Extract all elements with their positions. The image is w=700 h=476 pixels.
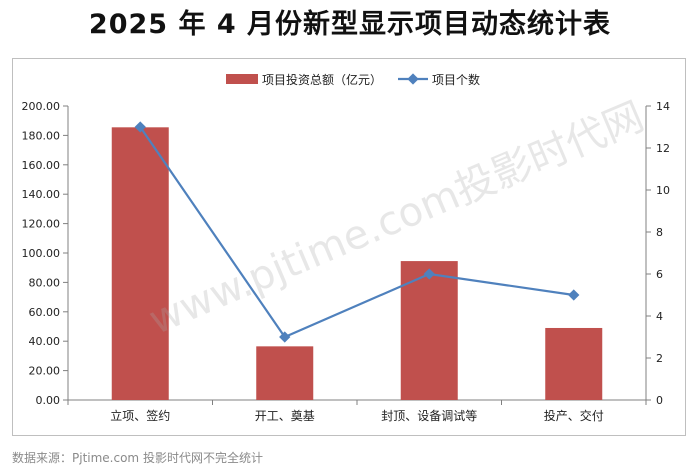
source-note: 数据来源：Pjtime.com 投影时代网不完全统计 [12, 451, 263, 465]
y-right-tick-label: 4 [656, 310, 663, 323]
y-left-tick-label: 40.00 [29, 335, 61, 348]
legend-line-label: 项目个数 [432, 72, 480, 87]
y-left-tick-label: 160.00 [22, 159, 61, 172]
y-right-tick-label: 10 [656, 184, 670, 197]
y-left-tick-label: 180.00 [22, 129, 61, 142]
bar [545, 327, 603, 400]
y-left-tick-label: 100.00 [22, 247, 61, 260]
y-left-tick-label: 80.00 [29, 276, 61, 289]
y-right-tick-label: 14 [656, 100, 670, 113]
x-tick-label: 立项、签约 [110, 408, 170, 423]
bar [400, 261, 458, 400]
bar [111, 127, 169, 400]
y-right-tick-label: 6 [656, 268, 663, 281]
y-left-tick-label: 120.00 [22, 218, 61, 231]
y-right-tick-label: 0 [656, 394, 663, 407]
x-tick-label: 开工、奠基 [255, 408, 315, 423]
y-left-tick-label: 140.00 [22, 188, 61, 201]
line-point [568, 289, 580, 301]
y-left-tick-label: 60.00 [29, 306, 61, 319]
line-series [134, 121, 580, 343]
legend-bar-swatch [226, 74, 258, 84]
y-left-tick-label: 0.00 [36, 394, 61, 407]
line-point [279, 331, 291, 343]
x-tick-label: 封顶、设备调试等 [381, 408, 477, 423]
y-right-tick-label: 8 [656, 226, 663, 239]
x-tick-label: 投产、交付 [544, 408, 604, 423]
chart-frame [12, 58, 686, 436]
legend-line-marker [407, 73, 419, 85]
y-right-tick-label: 12 [656, 142, 670, 155]
line-path [139, 126, 574, 339]
bar-series [111, 127, 603, 400]
chart-title: 2025 年 4 月份新型显示项目动态统计表 [88, 9, 612, 40]
y-right-tick-label: 2 [656, 352, 663, 365]
y-left-tick-label: 20.00 [29, 365, 61, 378]
bar [256, 346, 314, 400]
legend-bar-label: 项目投资总额（亿元） [262, 72, 382, 87]
y-left-tick-label: 200.00 [22, 100, 61, 113]
legend: 项目投资总额（亿元） 项目个数 [226, 72, 480, 87]
line-point [423, 268, 435, 280]
